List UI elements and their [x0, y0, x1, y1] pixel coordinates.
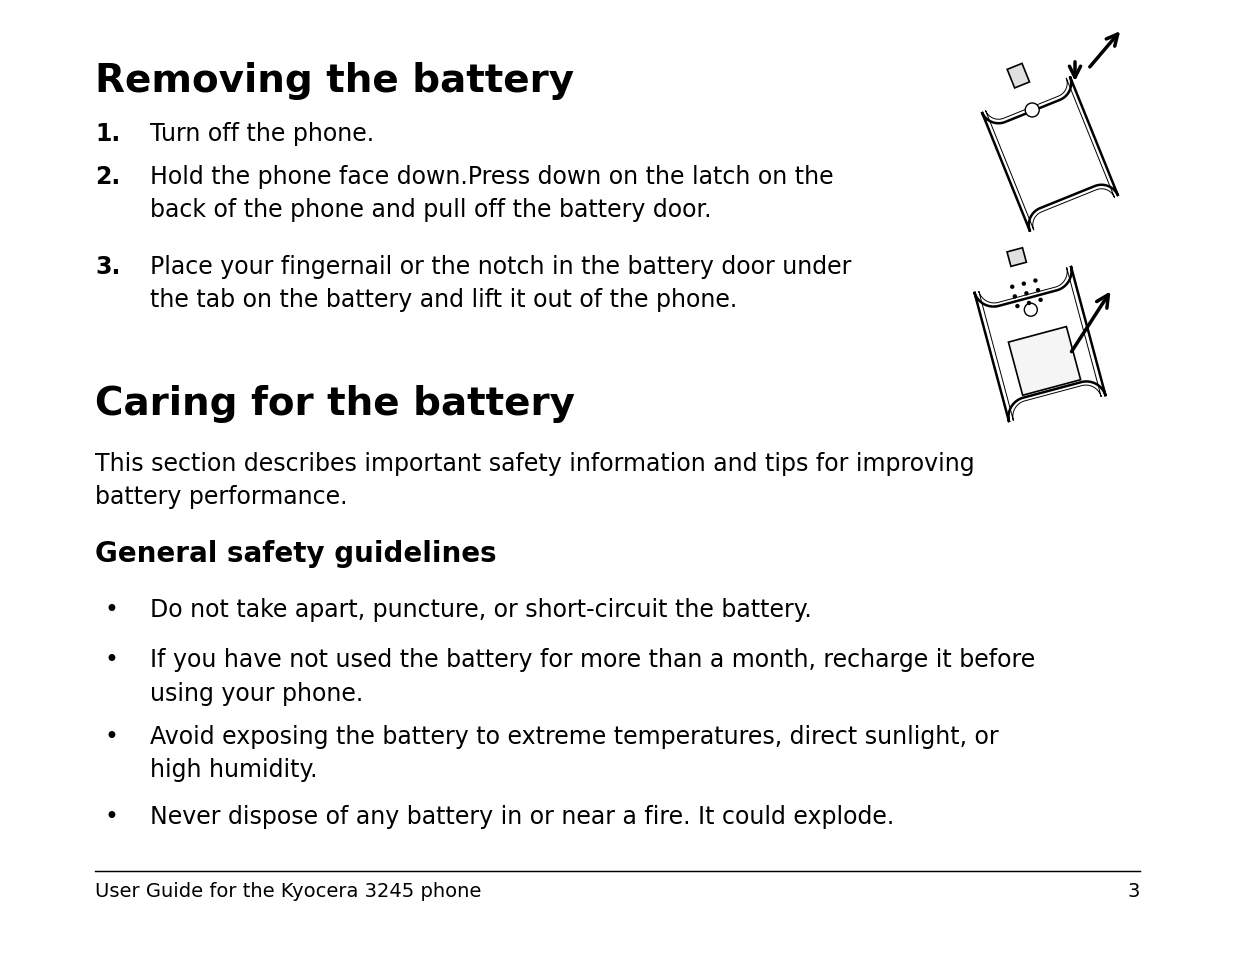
Text: User Guide for the Kyocera 3245 phone: User Guide for the Kyocera 3245 phone [95, 882, 482, 900]
Text: Avoid exposing the battery to extreme temperatures, direct sunlight, or
high hum: Avoid exposing the battery to extreme te… [149, 724, 999, 781]
Text: 3: 3 [1128, 882, 1140, 900]
Text: Place your fingernail or the notch in the battery door under
the tab on the batt: Place your fingernail or the notch in th… [149, 254, 851, 313]
Polygon shape [1007, 249, 1026, 267]
Text: General safety guidelines: General safety guidelines [95, 539, 496, 567]
Text: •: • [105, 647, 119, 671]
Polygon shape [974, 267, 1105, 423]
Text: •: • [105, 804, 119, 828]
Circle shape [1026, 301, 1031, 306]
Text: 3.: 3. [95, 254, 120, 278]
Circle shape [1021, 282, 1026, 287]
Circle shape [1010, 285, 1014, 290]
Circle shape [1024, 304, 1037, 317]
Text: Never dispose of any battery in or near a fire. It could explode.: Never dispose of any battery in or near … [149, 804, 894, 828]
Polygon shape [1009, 327, 1081, 395]
Text: •: • [105, 598, 119, 621]
Text: 2.: 2. [95, 165, 120, 189]
Polygon shape [1008, 64, 1030, 89]
Circle shape [1034, 279, 1037, 283]
Text: 1.: 1. [95, 122, 120, 146]
Text: Turn off the phone.: Turn off the phone. [149, 122, 374, 146]
Circle shape [1013, 294, 1016, 299]
Text: Do not take apart, puncture, or short-circuit the battery.: Do not take apart, puncture, or short-ci… [149, 598, 811, 621]
Circle shape [1039, 298, 1042, 303]
Circle shape [1025, 104, 1039, 118]
Circle shape [1015, 305, 1020, 309]
Text: If you have not used the battery for more than a month, recharge it before
using: If you have not used the battery for mor… [149, 647, 1035, 705]
Circle shape [1024, 292, 1029, 296]
Polygon shape [982, 77, 1118, 233]
Circle shape [1036, 289, 1040, 294]
Text: Caring for the battery: Caring for the battery [95, 385, 576, 422]
Text: This section describes important safety information and tips for improving
batte: This section describes important safety … [95, 452, 974, 509]
Text: Hold the phone face down.Press down on the latch on the
back of the phone and pu: Hold the phone face down.Press down on t… [149, 165, 834, 222]
Text: Removing the battery: Removing the battery [95, 62, 574, 100]
Text: •: • [105, 724, 119, 748]
